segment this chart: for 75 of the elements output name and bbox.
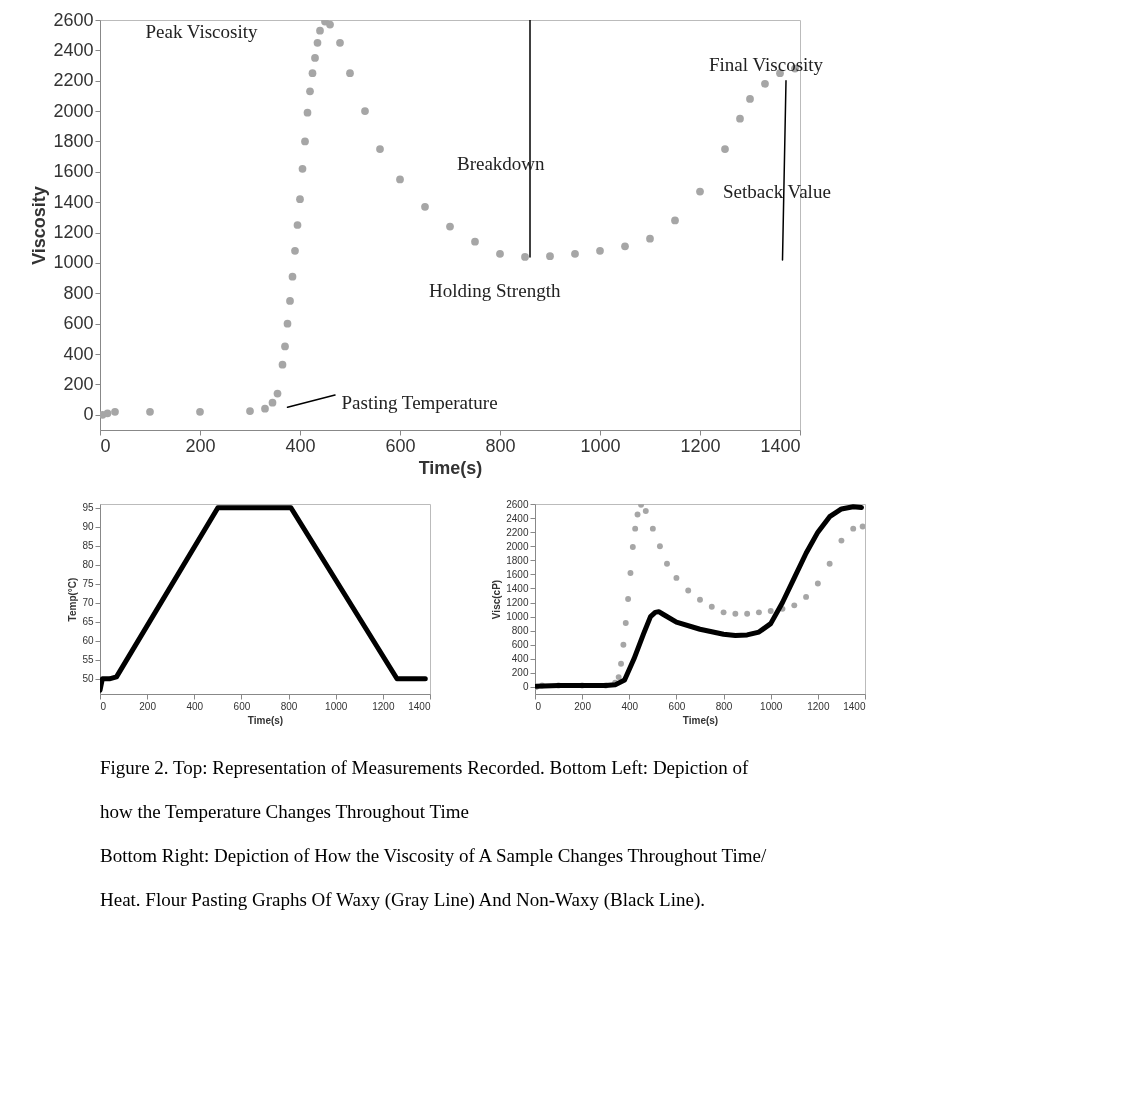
x-tick-label: 0	[100, 700, 107, 712]
y-tick-label: 65	[82, 616, 94, 628]
text: Figure 2. Top: Representation of Measurements Recorded. Bottom Left: Depiction of how the Temperature Changes Throughout Time	[100, 757, 749, 822]
y-tick-label: 1800	[506, 554, 529, 566]
x-tick-label: 1000	[325, 700, 348, 712]
y-tick-label: 75	[82, 578, 94, 590]
y-tick-label: 1000	[53, 252, 94, 273]
y-tick-label: 55	[82, 654, 94, 666]
y-axis-title: Visc(cP)	[491, 579, 503, 620]
y-tick-label: 0	[522, 681, 529, 693]
y-axis-title: Temp(°C)	[67, 577, 79, 622]
x-tick-label: 600	[668, 700, 686, 712]
y-tick-label: 400	[511, 653, 529, 665]
y-tick-label: 1600	[53, 161, 94, 182]
annotation: Final Viscosity	[709, 54, 824, 76]
y-tick-label: 80	[82, 559, 94, 571]
y-tick-label: 1200	[506, 597, 529, 609]
x-tick-label: 1200	[680, 435, 721, 456]
x-tick-label: 0	[535, 700, 542, 712]
x-axis-title: Time(s)	[682, 714, 719, 726]
x-tick-label: 200	[139, 700, 157, 712]
x-tick-label: 800	[715, 700, 733, 712]
x-tick-label: 200	[574, 700, 592, 712]
x-axis-title: Time(s)	[418, 457, 483, 478]
x-tick-label: 1000	[580, 435, 621, 456]
x-tick-label: 600	[385, 435, 416, 456]
y-tick-label: 1200	[53, 222, 94, 243]
y-tick-label: 85	[82, 540, 94, 552]
x-tick-label: 1200	[807, 700, 830, 712]
y-tick-label: 60	[82, 635, 94, 647]
x-tick-label: 400	[285, 435, 316, 456]
x-tick-label: 800	[485, 435, 516, 456]
x-tick-label: 1400	[760, 435, 801, 456]
y-tick-label: 2200	[506, 526, 529, 538]
y-tick-label: 1400	[506, 582, 529, 594]
x-tick-label: 400	[621, 700, 639, 712]
y-tick-label: 600	[63, 313, 94, 334]
x-tick-label: 1400	[408, 700, 431, 712]
y-tick-label: 90	[82, 521, 94, 533]
annotation: Peak Viscosity	[145, 21, 258, 43]
y-tick-label: 2000	[53, 100, 94, 121]
y-tick-label: 50	[82, 673, 94, 685]
y-tick-label: 2200	[53, 70, 94, 91]
y-tick-label: 95	[82, 502, 94, 514]
x-tick-label: 600	[233, 700, 251, 712]
y-tick-label: 2600	[53, 9, 94, 30]
y-tick-label: 1400	[53, 191, 94, 212]
y-axis-title: Viscosity	[29, 186, 50, 265]
y-tick-label: 400	[63, 343, 94, 364]
y-tick-label: 70	[82, 597, 94, 609]
y-tick-label: 600	[511, 639, 529, 651]
annotation: Holding Strength	[429, 279, 561, 301]
y-tick-label: 2000	[506, 540, 529, 552]
y-tick-label: 1800	[53, 130, 94, 151]
x-tick-label: 200	[185, 435, 216, 456]
annotation: Pasting Temperature	[341, 392, 498, 414]
x-tick-label: 0	[100, 435, 111, 456]
x-tick-label: 1200	[372, 700, 395, 712]
y-tick-label: 800	[63, 282, 94, 303]
text: Bottom Right: Depiction of How the Viscosity of A Sample Changes Throughout Time/ Heat. Flour Pasting Graphs Of Waxy (Gray Line) And Non-Waxy (Black Line).	[100, 845, 767, 910]
x-tick-label: 1000	[760, 700, 783, 712]
x-tick-label: 1400	[843, 700, 866, 712]
y-tick-label: 2400	[506, 512, 529, 524]
y-tick-label: 0	[83, 404, 94, 425]
annotation: Setback Value	[723, 181, 831, 203]
x-tick-label: 400	[186, 700, 204, 712]
y-tick-label: 1600	[506, 568, 529, 580]
y-tick-label: 2400	[53, 39, 94, 60]
y-tick-label: 2600	[506, 498, 529, 510]
x-tick-label: 800	[280, 700, 298, 712]
y-tick-label: 200	[63, 373, 94, 394]
x-axis-title: Time(s)	[247, 714, 284, 726]
y-tick-label: 800	[511, 625, 529, 637]
y-tick-label: 200	[511, 667, 529, 679]
y-tick-label: 1000	[506, 611, 529, 623]
